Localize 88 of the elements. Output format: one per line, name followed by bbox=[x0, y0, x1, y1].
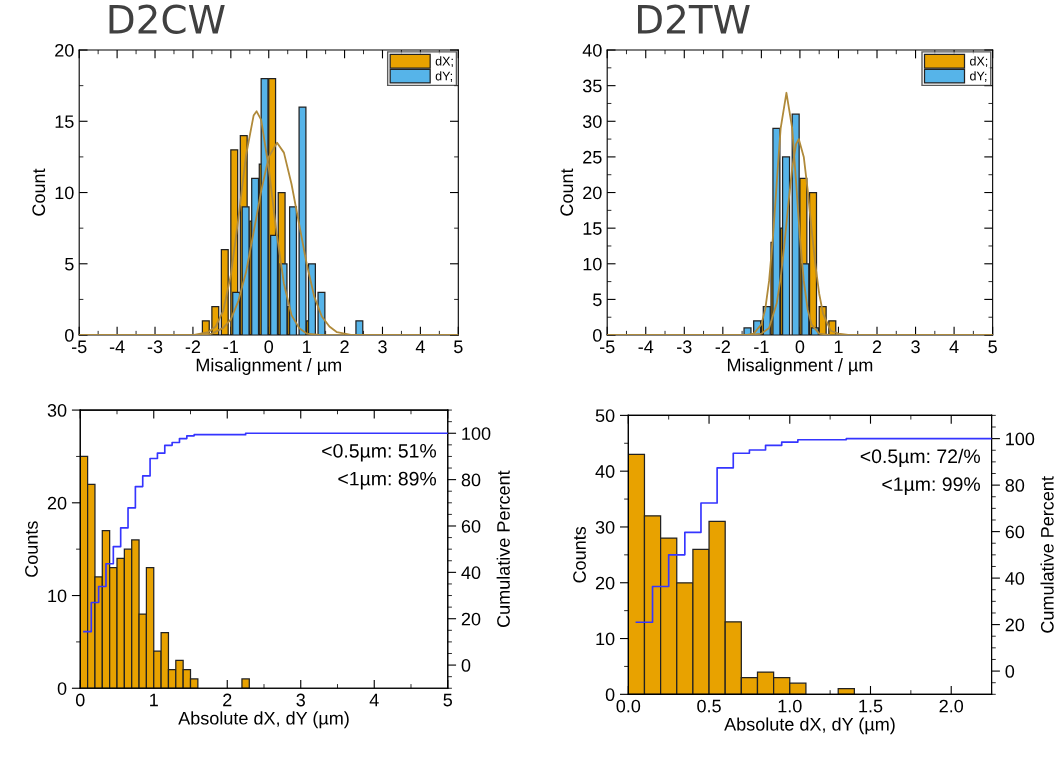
x-tick-label: 2.0 bbox=[939, 699, 964, 713]
y2-tick-label: 40 bbox=[461, 566, 481, 580]
y-axis-title: Counts bbox=[573, 526, 586, 583]
x-tick-label: -1 bbox=[754, 340, 769, 353]
y-tick-label: 30 bbox=[47, 404, 67, 417]
annotation: <0.5µm: 72/% bbox=[860, 448, 980, 467]
y2-tick-label: 20 bbox=[1005, 618, 1025, 632]
y-tick-label: 10 bbox=[583, 257, 602, 271]
y-tick-label: 15 bbox=[55, 115, 74, 128]
x-tick-label: 3 bbox=[911, 340, 920, 354]
x-tick-label: 5 bbox=[454, 340, 463, 354]
y-tick-label: 0 bbox=[593, 328, 602, 342]
y-tick-label: 10 bbox=[596, 632, 615, 646]
x-tick-label: 0.5 bbox=[697, 699, 721, 713]
x-tick-label: -5 bbox=[599, 340, 615, 354]
y2-axis-title: Cumulative Percent bbox=[496, 470, 510, 628]
y2-axis-title: Cumulative Percent bbox=[1040, 476, 1054, 633]
x-tick-label: -4 bbox=[109, 340, 125, 353]
y2-tick-label: 80 bbox=[461, 473, 481, 487]
x-tick-label: 2 bbox=[340, 340, 349, 353]
y2-tick-label: 40 bbox=[1005, 572, 1025, 585]
y2-tick-label: 60 bbox=[461, 519, 481, 533]
y2-tick-label: 0 bbox=[461, 659, 471, 672]
x-tick-label: 0 bbox=[75, 693, 85, 707]
y-tick-label: 5 bbox=[593, 293, 602, 307]
y-tick-label: 20 bbox=[583, 186, 602, 200]
y-tick-label: 10 bbox=[48, 589, 67, 603]
y2-tick-label: 100 bbox=[462, 427, 491, 440]
y2-tick-label: 20 bbox=[461, 612, 481, 626]
x-tick-label: -5 bbox=[71, 340, 87, 354]
x-tick-label: -3 bbox=[677, 340, 692, 354]
x-tick-label: 2 bbox=[223, 693, 232, 707]
x-tick-label: 4 bbox=[369, 693, 379, 707]
legend-label: dX; bbox=[970, 56, 988, 67]
x-tick-label: 1.5 bbox=[859, 699, 883, 713]
legend-label: dY; bbox=[435, 71, 452, 82]
y-tick-label: 30 bbox=[595, 520, 615, 534]
y-tick-label: 50 bbox=[595, 409, 615, 423]
x-tick-label: -3 bbox=[147, 340, 163, 354]
y-axis-title: Counts bbox=[25, 521, 38, 577]
chart-title: D2TW bbox=[638, 4, 750, 34]
legend-label: dX; bbox=[435, 56, 453, 67]
annotation: <1µm: 89% bbox=[338, 471, 437, 490]
annotation: <0.5µm: 51% bbox=[322, 443, 437, 462]
x-tick-label: -4 bbox=[638, 340, 654, 353]
x-tick-label: -2 bbox=[715, 340, 730, 353]
chart-title: D2CW bbox=[109, 4, 225, 34]
y-tick-label: 30 bbox=[582, 115, 602, 128]
y-tick-label: 20 bbox=[47, 496, 67, 510]
x-axis-title: Misalignment / µm bbox=[196, 358, 341, 375]
x-tick-label: -2 bbox=[185, 340, 201, 353]
x-tick-label: 5 bbox=[988, 340, 997, 354]
x-tick-label: 1 bbox=[303, 340, 311, 353]
y-tick-label: 15 bbox=[583, 222, 602, 235]
x-tick-label: 0.0 bbox=[616, 699, 641, 713]
annotation: <1µm: 99% bbox=[882, 477, 980, 495]
y-axis-title: Count bbox=[560, 168, 574, 216]
x-tick-label: 0 bbox=[795, 340, 805, 354]
y2-tick-label: 80 bbox=[1005, 479, 1025, 492]
legend-label: dY; bbox=[970, 71, 987, 82]
y-tick-label: 0 bbox=[65, 328, 74, 342]
x-tick-label: 4 bbox=[415, 340, 425, 353]
x-tick-label: 3 bbox=[296, 693, 305, 707]
x-tick-label: 5 bbox=[443, 693, 453, 707]
x-tick-label: 1 bbox=[834, 340, 843, 353]
x-tick-label: 1.0 bbox=[778, 699, 802, 713]
x-axis-title: Absolute dX, dY (µm) bbox=[178, 711, 349, 729]
x-axis-title: Absolute dX, dY (µm) bbox=[724, 717, 895, 735]
y-tick-label: 0 bbox=[57, 682, 67, 695]
y-axis-title: Count bbox=[32, 168, 46, 216]
y-tick-label: 25 bbox=[583, 150, 602, 164]
y-tick-label: 5 bbox=[65, 257, 74, 271]
y-tick-label: 40 bbox=[595, 465, 615, 478]
x-tick-label: 1 bbox=[150, 693, 158, 707]
y-tick-label: 35 bbox=[582, 79, 602, 93]
y-tick-label: 20 bbox=[55, 43, 74, 57]
y2-tick-label: 100 bbox=[1006, 432, 1035, 446]
x-tick-label: -1 bbox=[223, 340, 238, 353]
x-tick-label: 3 bbox=[378, 340, 387, 354]
y-tick-label: 40 bbox=[582, 43, 602, 57]
y-tick-label: 10 bbox=[55, 186, 74, 200]
x-axis-title: Misalignment / µm bbox=[727, 358, 873, 375]
y2-tick-label: 0 bbox=[1005, 665, 1015, 678]
y2-tick-label: 60 bbox=[1005, 525, 1025, 539]
x-tick-label: 0 bbox=[264, 340, 274, 354]
y-tick-label: 20 bbox=[595, 576, 615, 590]
x-tick-label: 4 bbox=[949, 340, 959, 353]
x-tick-label: 2 bbox=[872, 340, 882, 353]
